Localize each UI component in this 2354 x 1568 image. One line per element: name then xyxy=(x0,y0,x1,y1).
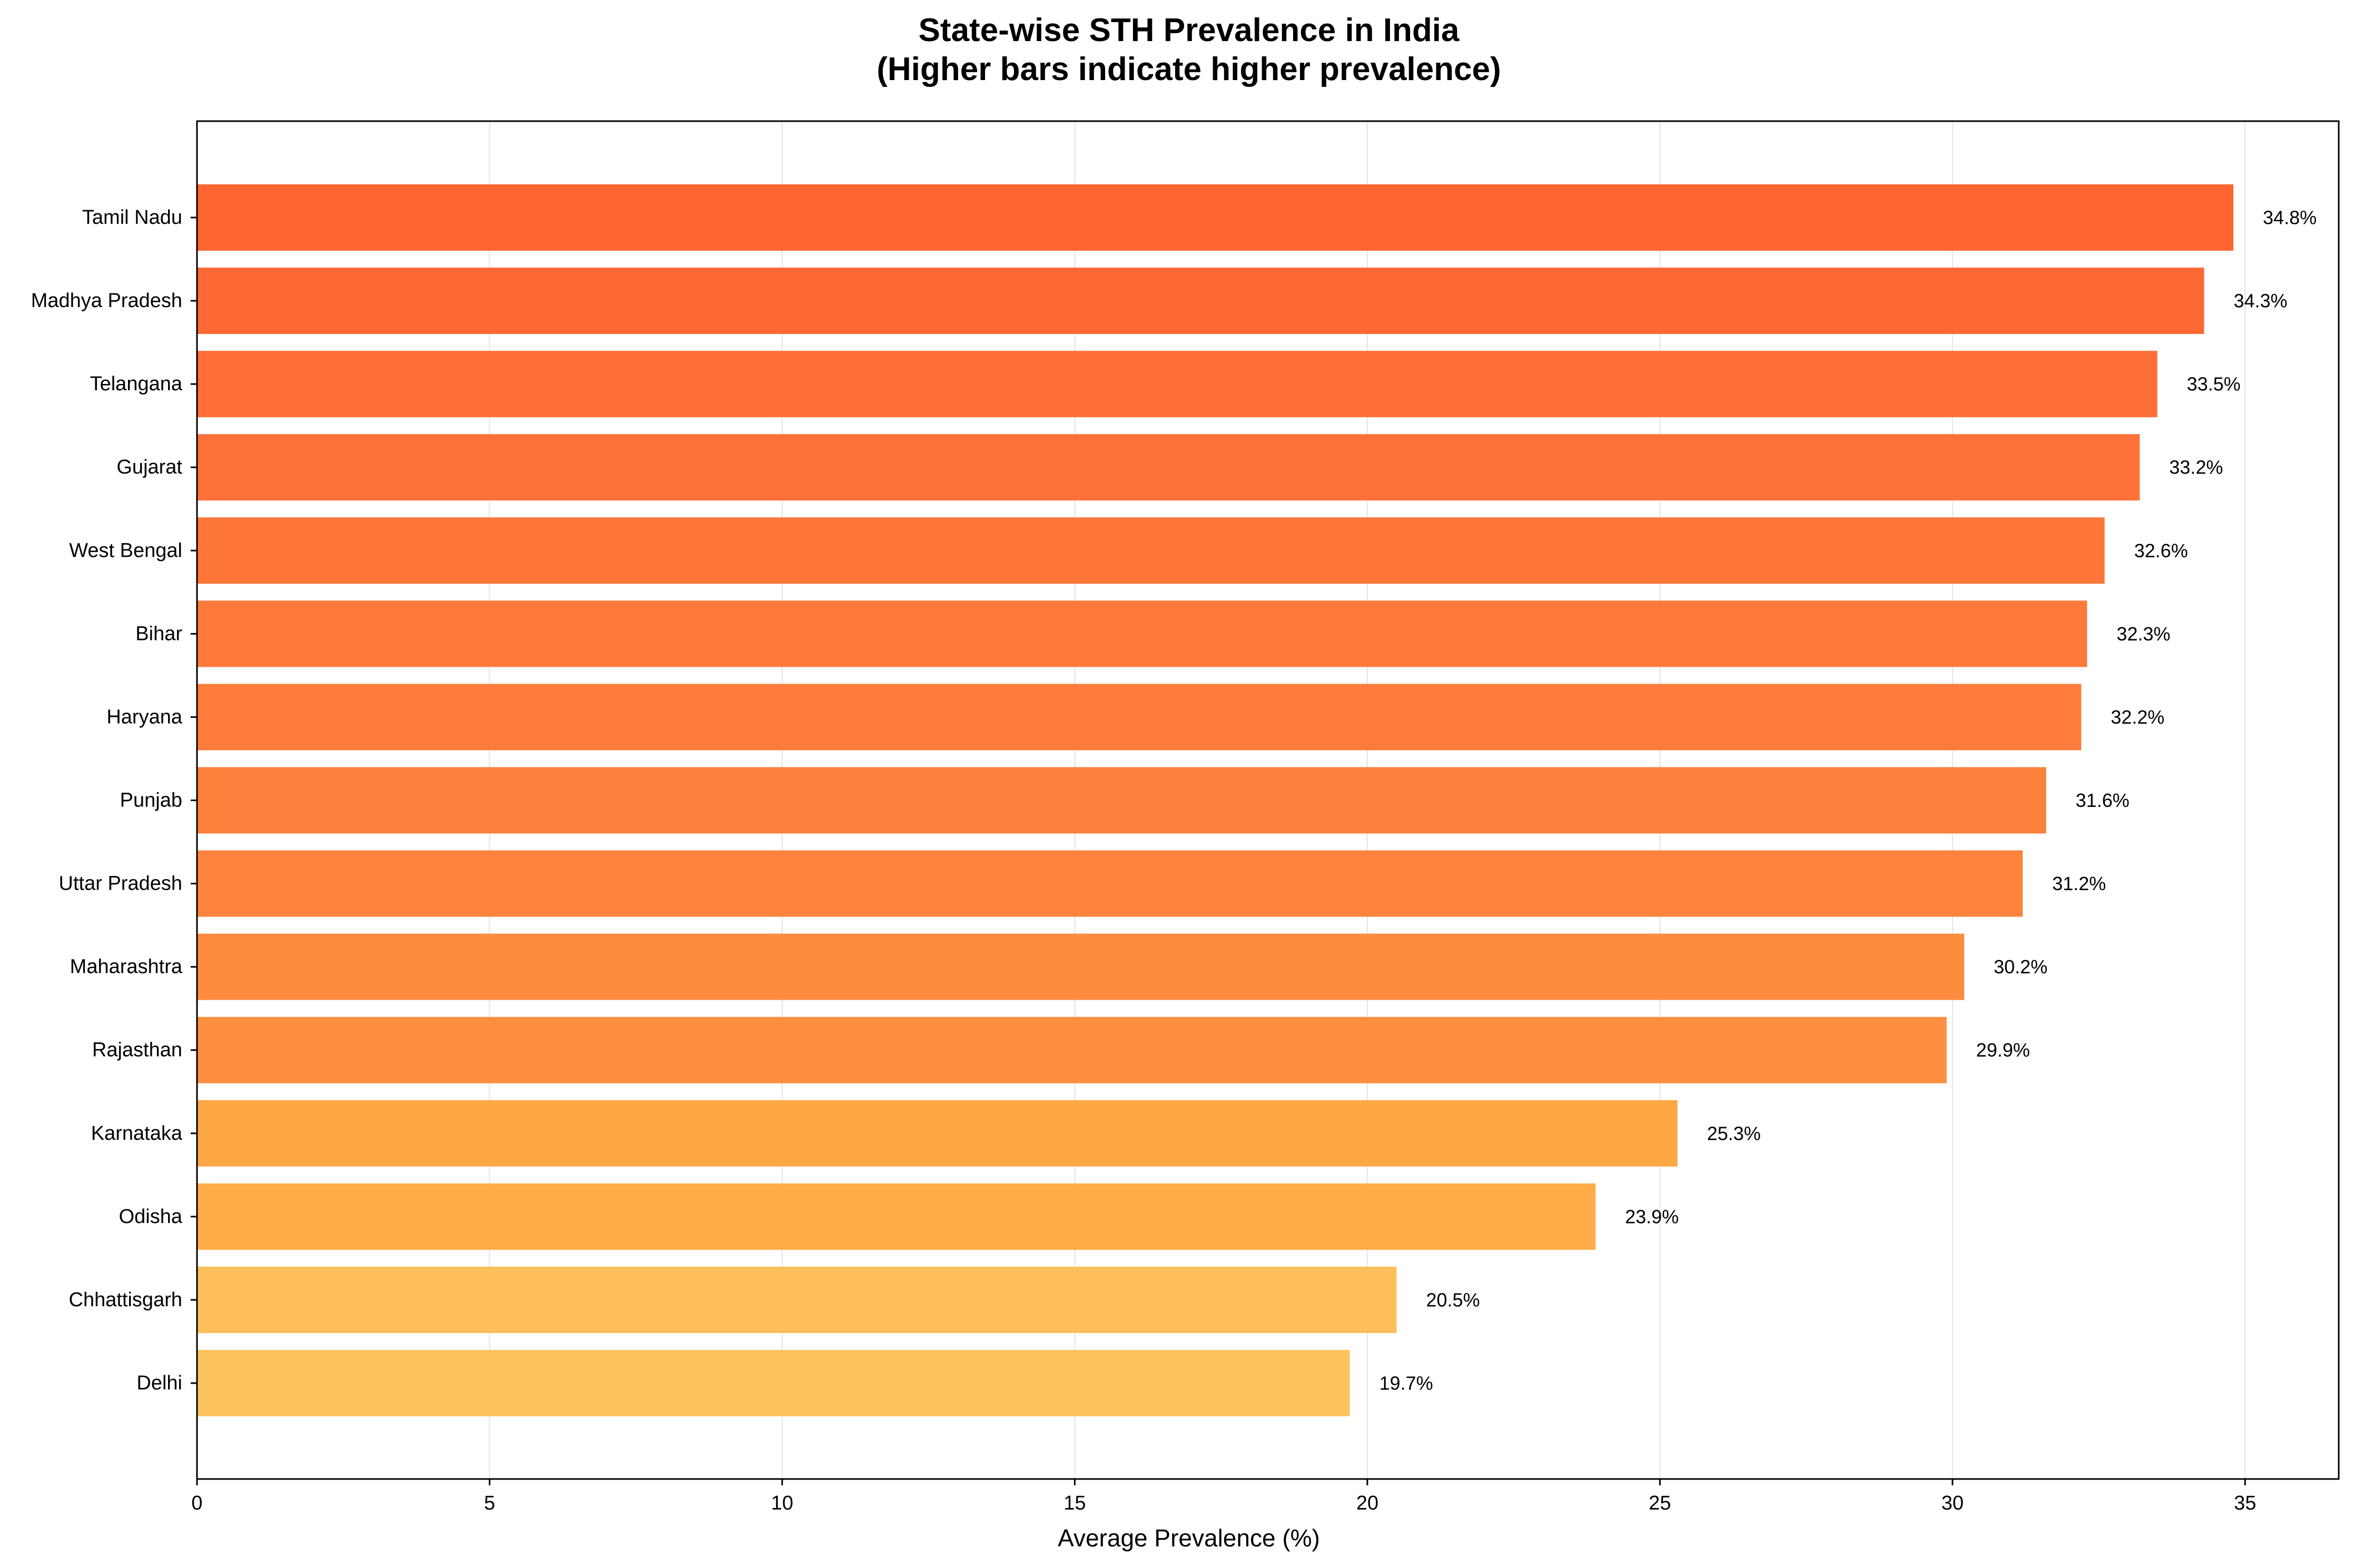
x-tick-label-7: 35 xyxy=(2234,1492,2256,1514)
bar-series xyxy=(197,184,2234,1416)
x-tick-label-0: 0 xyxy=(191,1492,202,1514)
data-label-11: 25.3% xyxy=(1707,1122,1761,1144)
data-label-1: 34.3% xyxy=(2233,290,2287,312)
y-tick-label-14: Delhi xyxy=(136,1372,182,1394)
bar-6 xyxy=(197,684,2082,751)
y-tick-label-6: Haryana xyxy=(106,706,182,728)
y-tick-label-0: Tamil Nadu xyxy=(82,206,182,229)
data-label-14: 19.7% xyxy=(1380,1372,1433,1394)
y-tick-label-1: Madhya Pradesh xyxy=(31,290,182,312)
y-tick-label-4: West Bengal xyxy=(69,539,182,561)
data-label-2: 33.5% xyxy=(2187,373,2241,395)
bar-2 xyxy=(197,351,2158,418)
data-label-9: 30.2% xyxy=(1994,956,2047,978)
y-tick-label-9: Maharashtra xyxy=(70,956,183,978)
bar-4 xyxy=(197,517,2105,584)
data-labels: 34.8% 34.3% 33.5% 33.2% 32.6% 32.3% 32.2% 31.6%… xyxy=(1380,207,2317,1394)
x-axis-label: Average Prevalence (%) xyxy=(1058,1524,1320,1552)
bar-0 xyxy=(197,184,2234,251)
x-tick-label-6: 30 xyxy=(1942,1492,1964,1514)
x-axis-ticks: 0 5 10 15 20 25 30 35 xyxy=(191,1479,2256,1514)
bar-3 xyxy=(197,434,2140,501)
bar-8 xyxy=(197,850,2023,917)
x-tick-label-3: 15 xyxy=(1063,1492,1086,1514)
x-tick-label-2: 10 xyxy=(771,1492,793,1514)
data-label-0: 34.8% xyxy=(2263,207,2317,229)
data-label-5: 32.3% xyxy=(2116,623,2170,645)
bar-1 xyxy=(197,268,2204,334)
bar-5 xyxy=(197,600,2087,667)
y-tick-label-7: Punjab xyxy=(120,789,182,811)
x-tick-label-5: 25 xyxy=(1649,1492,1671,1514)
data-label-6: 32.2% xyxy=(2111,706,2164,728)
y-tick-label-8: Uttar Pradesh xyxy=(59,873,182,895)
data-label-12: 23.9% xyxy=(1625,1206,1679,1227)
data-label-4: 32.6% xyxy=(2134,540,2188,561)
bar-11 xyxy=(197,1100,1678,1167)
y-tick-label-12: Odisha xyxy=(119,1206,183,1228)
data-label-7: 31.6% xyxy=(2076,790,2130,811)
data-label-13: 20.5% xyxy=(1426,1289,1480,1310)
y-tick-label-3: Gujarat xyxy=(116,456,182,478)
chart-subtitle: (Higher bars indicate higher prevalence) xyxy=(876,51,1501,87)
y-axis-ticks: Tamil Nadu Madhya Pradesh Telangana Gujarat… xyxy=(31,206,197,1394)
y-tick-label-2: Telangana xyxy=(90,373,183,395)
data-label-3: 33.2% xyxy=(2169,457,2223,478)
chart-title: State-wise STH Prevalence in India xyxy=(919,12,1460,48)
y-tick-label-13: Chhattisgarh xyxy=(69,1289,182,1311)
bar-10 xyxy=(197,1017,1947,1083)
bar-9 xyxy=(197,933,1965,1000)
y-tick-label-5: Bihar xyxy=(135,623,182,645)
bar-14 xyxy=(197,1349,1350,1416)
bar-13 xyxy=(197,1266,1397,1333)
data-label-10: 29.9% xyxy=(1976,1039,2030,1061)
bar-7 xyxy=(197,767,2046,834)
y-tick-label-11: Karnataka xyxy=(91,1122,183,1145)
y-tick-label-10: Rajasthan xyxy=(92,1039,182,1061)
x-tick-label-4: 20 xyxy=(1356,1492,1378,1514)
x-tick-label-1: 5 xyxy=(484,1492,495,1514)
bar-12 xyxy=(197,1183,1596,1250)
data-label-8: 31.2% xyxy=(2052,873,2106,894)
